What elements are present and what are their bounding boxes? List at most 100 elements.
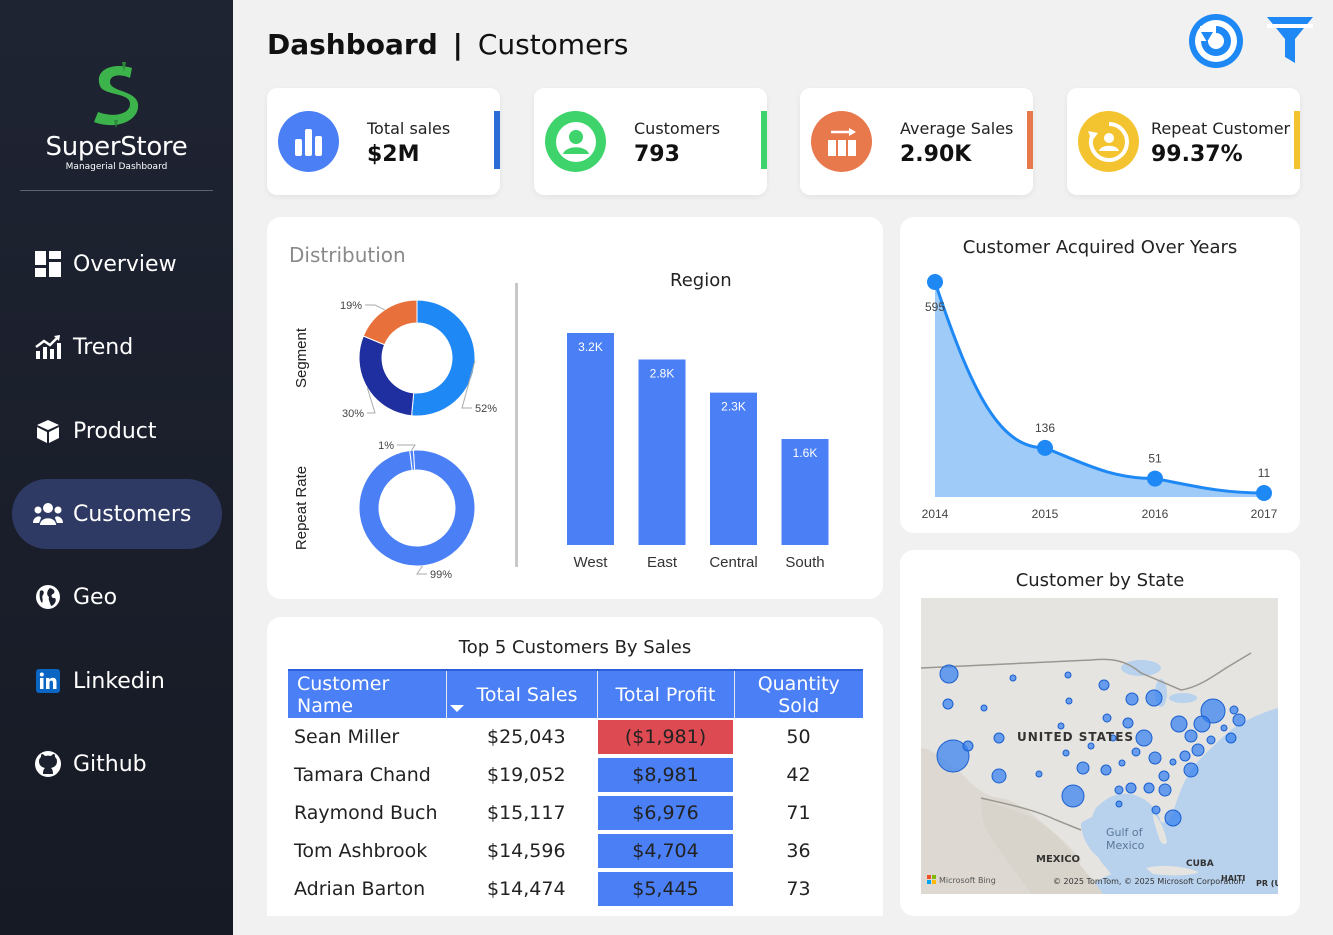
- donut-leader-line: [366, 387, 376, 414]
- bar-east: [638, 359, 686, 545]
- kpi-accent-bar: [761, 111, 767, 169]
- sidebar-item-customers[interactable]: Customers: [12, 479, 222, 549]
- bing-logo: Microsoft Bing: [927, 875, 996, 885]
- area-point-2015: [1037, 439, 1053, 456]
- donut-data-label: 30%: [342, 408, 364, 420]
- donut-data-label: 1%: [378, 440, 394, 452]
- sidebar: SuperStore Managerial Dashboard Overview…: [0, 0, 233, 935]
- map-label-pr: PR (US): [1256, 879, 1278, 888]
- profit-value: $5,445: [598, 872, 733, 906]
- cell-qty: 73: [786, 878, 811, 900]
- cell-sales: $15,117: [487, 802, 566, 824]
- grid-icon: [33, 249, 63, 279]
- top5-table: Customer Name Total Sales Total Profit Q…: [288, 669, 863, 908]
- refresh-button[interactable]: [1187, 12, 1245, 74]
- kpi-total-sales: Total sales $2M: [267, 88, 500, 195]
- bing-label: Microsoft Bing: [939, 876, 996, 885]
- profit-value: $4,704: [598, 834, 733, 868]
- superstore-s-icon: [94, 62, 139, 128]
- bar-data-label: 1.6K: [793, 446, 818, 460]
- sidebar-item-overview[interactable]: Overview: [12, 229, 222, 299]
- table-row[interactable]: Tamara Chand $19,052 $8,981 42: [288, 756, 863, 794]
- kpi-accent-bar: [1027, 111, 1033, 169]
- column-header-label: Quantity Sold: [757, 672, 840, 717]
- table-row[interactable]: Tom Ashbrook $14,596 $4,704 36: [288, 832, 863, 870]
- superstore-logo: SuperStore Managerial Dashboard: [20, 60, 213, 191]
- sidebar-item-label: Product: [73, 418, 157, 444]
- state-map-title: Customer by State: [1015, 570, 1185, 591]
- map-label-gulf: Gulf of Mexico: [1106, 826, 1145, 852]
- column-header-label: Customer Name: [297, 672, 390, 717]
- distribution-charts: Segment Repeat Rate 52% 30% 19% 99% 1% 3.2K…: [293, 299, 829, 581]
- kpi-accent-bar: [1294, 111, 1300, 169]
- sort-desc-icon[interactable]: [449, 705, 464, 712]
- cell-sales: $14,596: [487, 840, 566, 862]
- bar-data-label: 2.8K: [650, 367, 675, 381]
- kpi-value: $2M: [367, 142, 420, 167]
- kpi-accent-bar: [494, 111, 500, 169]
- sidebar-item-github[interactable]: Github: [12, 729, 222, 799]
- donut-slice-home-office: [362, 299, 418, 346]
- page-title: Dashboard | Customers: [267, 28, 628, 61]
- user-icon: [545, 111, 606, 172]
- sidebar-item-product[interactable]: Product: [12, 396, 222, 466]
- sidebar-item-trend[interactable]: Trend: [12, 312, 222, 382]
- sidebar-item-label: Github: [73, 751, 147, 777]
- area-point-2016: [1147, 470, 1163, 487]
- repeat-axis-label: Repeat Rate: [293, 466, 310, 550]
- kpi-value: 2.90K: [900, 142, 972, 167]
- distribution-title: Distribution: [289, 243, 406, 267]
- linkedin-icon: [33, 666, 63, 696]
- brand-name: SuperStore: [45, 132, 188, 162]
- kpi-label: Customers: [634, 119, 721, 138]
- donut-slice-consumer: [411, 299, 476, 417]
- cell-sales: $14,474: [487, 878, 566, 900]
- donut-data-label: 52%: [475, 403, 497, 415]
- column-header-total-sales[interactable]: Total Sales: [446, 669, 598, 718]
- bar-category-label: West: [574, 554, 609, 571]
- bar-category-label: East: [647, 554, 678, 571]
- cell-profit: ($1,981): [597, 718, 734, 756]
- area-x-tick-label: 2016: [1142, 507, 1169, 521]
- sidebar-item-label: Linkedin: [73, 668, 165, 694]
- cell-profit: $6,976: [597, 794, 734, 832]
- kpi-label: Average Sales: [900, 119, 1014, 138]
- us-map[interactable]: UNITED STATES Gulf of Mexico MEXICO CUBA …: [921, 598, 1278, 894]
- cell-name: Adrian Barton: [294, 878, 426, 900]
- cell-name: Tom Ashbrook: [294, 840, 428, 862]
- kpi-label: Total sales: [367, 119, 451, 138]
- sidebar-item-geo[interactable]: Geo: [12, 562, 222, 632]
- table-row[interactable]: Adrian Barton $14,474 $5,445 73: [288, 870, 863, 908]
- kpi-repeat-customer: Repeat Customer 99.37%: [1067, 88, 1300, 195]
- column-header-customer-name[interactable]: Customer Name: [288, 669, 447, 718]
- sidebar-item-label: Overview: [73, 251, 177, 277]
- repeat-user-icon: [1078, 111, 1139, 172]
- kpi-value: 99.37%: [1151, 142, 1243, 167]
- title-separator: |: [452, 28, 463, 61]
- area-data-label: 595: [925, 300, 945, 314]
- donut-leader-line: [416, 565, 427, 575]
- filter-button[interactable]: [1267, 17, 1313, 69]
- table-row[interactable]: Raymond Buch $15,117 $6,976 71: [288, 794, 863, 832]
- cell-profit: $5,445: [597, 870, 734, 908]
- cell-name: Tamara Chand: [294, 764, 431, 786]
- profit-value: $6,976: [598, 796, 733, 830]
- sidebar-item-linkedin[interactable]: Linkedin: [12, 646, 222, 716]
- area-x-tick-label: 2014: [922, 507, 949, 521]
- map-copyright: © 2025 TomTom, © 2025 Microsoft Corporat…: [1053, 877, 1244, 886]
- kpi-customers: Customers 793: [534, 88, 767, 195]
- filter-icon: [1267, 17, 1313, 63]
- bar-category-label: Central: [709, 554, 757, 571]
- box-icon: [33, 416, 63, 446]
- sidebar-item-label: Customers: [73, 501, 192, 527]
- column-header-total-profit[interactable]: Total Profit: [597, 669, 735, 718]
- column-header-quantity-sold[interactable]: Quantity Sold: [734, 669, 863, 718]
- bar-data-label: 2.3K: [721, 400, 746, 414]
- page-title-section: Customers: [477, 28, 629, 61]
- cell-name: Sean Miller: [294, 726, 400, 748]
- column-header-label: Total Profit: [615, 683, 716, 706]
- donut-slice-repeat: [358, 449, 476, 567]
- acquired-title: Customer Acquired Over Years: [962, 237, 1238, 258]
- table-row[interactable]: Sean Miller $25,043 ($1,981) 50: [288, 718, 863, 756]
- bar-category-label: South: [785, 554, 824, 571]
